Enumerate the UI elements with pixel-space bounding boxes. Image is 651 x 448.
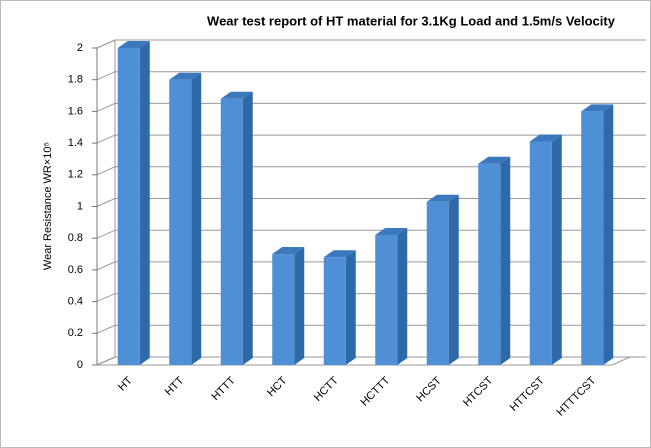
y-tick-label: 1 (77, 200, 83, 212)
bar (272, 254, 295, 365)
y-tick-label: 0 (77, 359, 83, 371)
bar (529, 141, 552, 365)
bar-top (426, 194, 459, 202)
grid-line (96, 293, 646, 303)
bar-top (375, 228, 408, 236)
grid-line (96, 198, 646, 207)
bar-side (345, 250, 356, 365)
bar (426, 201, 449, 365)
bar-side (397, 228, 408, 365)
y-tick-label: 0.8 (68, 232, 83, 244)
bar-side (191, 72, 202, 365)
grid-line (96, 324, 646, 334)
bar (375, 235, 398, 365)
y-tick-label: 0.2 (68, 327, 83, 339)
bar-side (294, 247, 305, 365)
bar-top (478, 156, 511, 164)
y-tick-label: 1.6 (68, 105, 83, 117)
bar (478, 163, 501, 365)
y-tick-label: 0.6 (68, 264, 83, 276)
bar (581, 111, 604, 366)
bar-top (169, 72, 202, 80)
grid-line (96, 229, 646, 239)
bar-side (139, 41, 150, 365)
y-tick-label: 1.8 (68, 74, 83, 86)
bar-top (581, 104, 614, 112)
bar-side (603, 104, 614, 366)
bar-side (551, 134, 562, 365)
grid-line (96, 71, 646, 81)
y-tick-label: 0.4 (68, 296, 83, 308)
bar-top (529, 134, 562, 142)
y-tick-label: 1.4 (68, 137, 83, 149)
bar (169, 79, 192, 365)
y-axis-label: Wear Resistance WR×10⁵ (42, 142, 54, 270)
grid-line (96, 134, 646, 144)
bar-side (448, 194, 459, 365)
grid-line (96, 356, 646, 366)
bar (323, 257, 346, 365)
bar (117, 48, 140, 365)
bar-top (323, 250, 356, 258)
y-tick-label: 1.2 (68, 169, 83, 181)
y-tick-label: 2 (77, 42, 83, 54)
bar-top (272, 247, 305, 255)
chart-title: Wear test report of HT material for 3.1K… (207, 13, 616, 28)
grid-line (96, 166, 646, 176)
grid-line (96, 261, 646, 271)
bar (220, 98, 243, 365)
grid-line (96, 102, 646, 112)
bar-side (500, 156, 511, 365)
bar-top (220, 91, 253, 99)
bar-side (242, 91, 253, 365)
bar-top (117, 41, 150, 48)
grid-line (96, 39, 646, 49)
